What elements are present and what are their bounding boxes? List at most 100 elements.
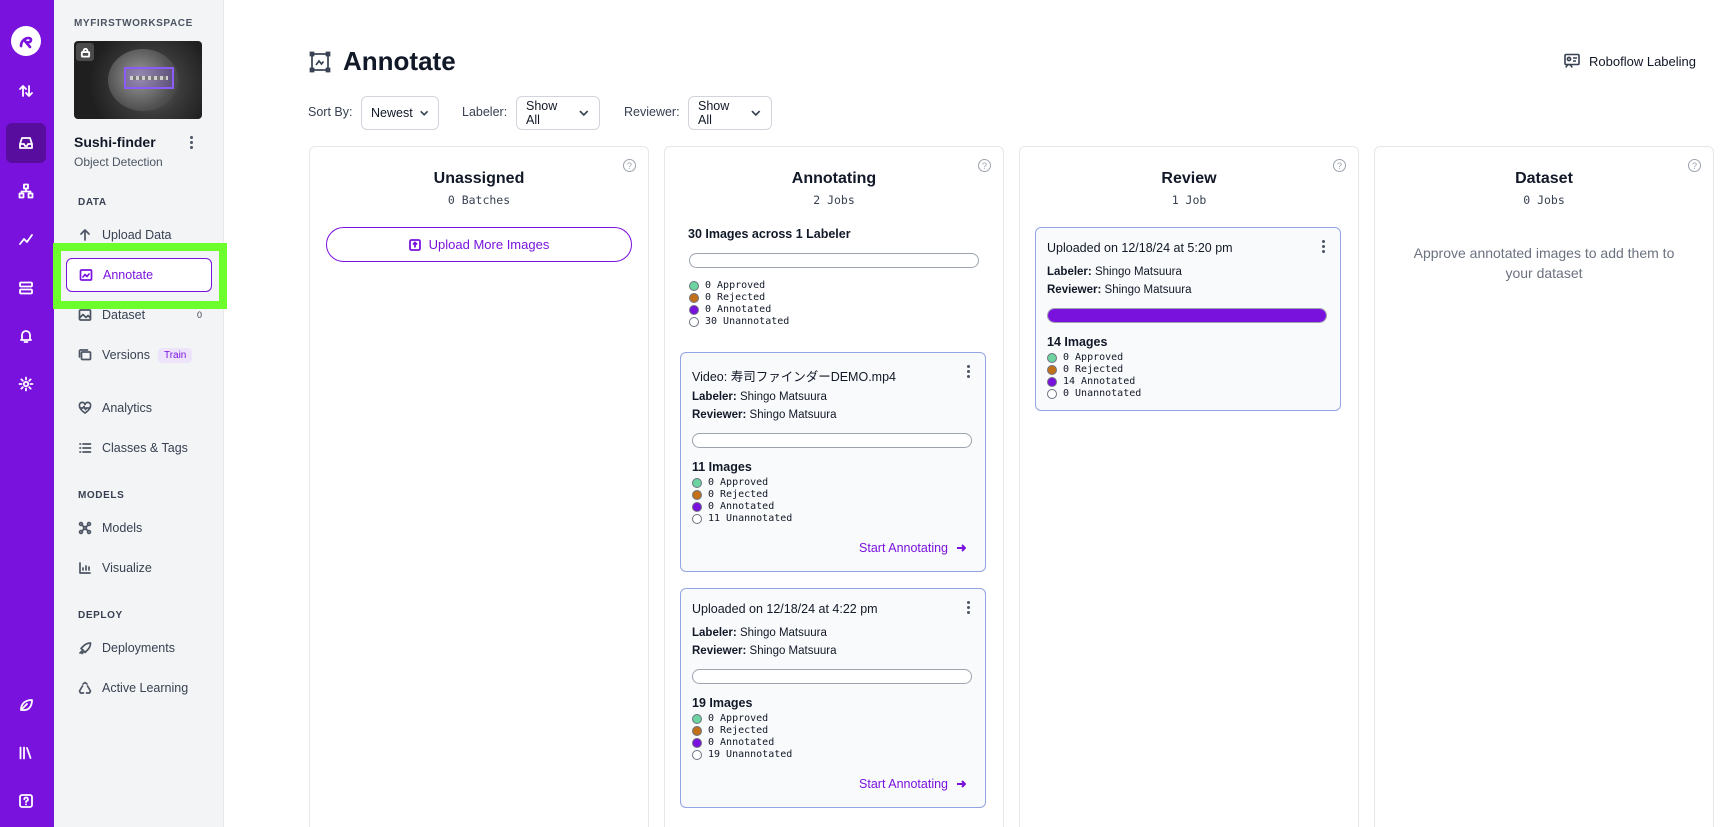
job-more-icon[interactable] — [961, 600, 975, 614]
annotating-summary-legend: 0 Approved 0 Rejected 0 Annotated 30 Una… — [689, 280, 789, 328]
job-image-count: 19 Images — [692, 696, 753, 710]
sidebar-item-label: Dataset — [102, 308, 146, 322]
legend-approved: 0 Approved — [1047, 352, 1141, 364]
recycle-icon — [78, 681, 92, 694]
sort-by-label: Sort By: — [308, 105, 353, 119]
annotate-title-icon — [309, 51, 331, 73]
transfer-icon[interactable] — [6, 71, 46, 111]
storage-icon[interactable] — [6, 268, 46, 308]
annotate-icon — [79, 269, 93, 281]
legend-approved: 0 Approved — [692, 713, 792, 725]
sidebar-item-classes-tags[interactable]: Classes & Tags — [66, 431, 212, 465]
job-more-icon[interactable] — [961, 364, 975, 378]
start-annotating-link[interactable]: Start Annotating — [859, 777, 966, 791]
sidebar-item-models[interactable]: Models — [66, 511, 212, 545]
roboflow-labeling-label: Roboflow Labeling — [1589, 53, 1696, 69]
sidebar-item-dataset[interactable]: Dataset 0 — [66, 298, 212, 332]
labeler-value: Show All — [526, 99, 558, 127]
sidebar-item-label: Versions — [102, 348, 150, 362]
dataset-count-badge: 0 — [196, 310, 202, 320]
reviewer-select[interactable]: Show All — [688, 96, 772, 130]
job-image-count: 11 Images — [692, 460, 752, 474]
legend-rejected: 0 Rejected — [692, 489, 792, 501]
upload-icon — [408, 238, 421, 251]
job-labeler: Labeler: Shingo Matsuura — [692, 391, 827, 403]
legend-approved: 0 Approved — [689, 280, 789, 292]
legend-rejected: 0 Rejected — [1047, 364, 1141, 376]
job-card[interactable]: Video: 寿司ファインダーDEMO.mp4 Labeler: Shingo … — [680, 352, 986, 572]
inbox-icon[interactable] — [6, 123, 46, 163]
job-card[interactable]: Uploaded on 12/18/24 at 4:22 pm Labeler:… — [680, 588, 986, 808]
help-icon[interactable]: ? — [1333, 159, 1346, 172]
job-progress-bar — [1047, 308, 1327, 323]
sidebar-item-analytics[interactable]: Analytics — [66, 391, 212, 425]
bell-icon[interactable] — [6, 316, 46, 356]
roboflow-labeling-link[interactable]: Roboflow Labeling — [1563, 52, 1696, 70]
analytics-icon[interactable] — [6, 219, 46, 259]
reviewer-value: Show All — [698, 99, 730, 127]
project-thumbnail[interactable] — [74, 41, 202, 119]
sidebar-item-label: Analytics — [102, 401, 153, 415]
legend-rejected: 0 Rejected — [689, 292, 789, 304]
annotating-summary-progress — [689, 253, 979, 268]
column-unassigned: ? Unassigned 0 Batches Upload More Image… — [309, 146, 649, 827]
models-icon — [78, 521, 92, 535]
project-type: Object Detection — [74, 155, 163, 169]
column-review: ? Review 1 Job Uploaded on 12/18/24 at 5… — [1019, 146, 1359, 827]
library-icon[interactable] — [6, 733, 46, 773]
sidebar-item-visualize[interactable]: Visualize — [66, 551, 212, 585]
section-models-heading: MODELS — [78, 490, 125, 501]
sidebar-item-annotate[interactable]: Annotate — [66, 258, 212, 292]
help-icon[interactable]: ? — [1688, 159, 1701, 172]
chevron-down-icon — [751, 110, 761, 117]
legend-unannotated: 0 Unannotated — [1047, 388, 1141, 400]
chevron-down-icon — [579, 110, 589, 117]
project-more-icon[interactable] — [184, 135, 198, 149]
gear-icon[interactable] — [6, 364, 46, 404]
chevron-down-icon — [419, 110, 428, 116]
column-subtitle: 1 Job — [1171, 193, 1207, 207]
sidebar-item-label: Deployments — [102, 641, 175, 655]
upload-arrow-icon — [80, 229, 90, 241]
sidebar-item-active-learning[interactable]: Active Learning — [66, 671, 212, 705]
legend-annotated: 0 Annotated — [692, 737, 792, 749]
column-title: Unassigned — [433, 170, 525, 187]
labeler-select[interactable]: Show All — [516, 96, 600, 130]
job-card[interactable]: Uploaded on 12/18/24 at 5:20 pm Labeler:… — [1035, 227, 1341, 411]
job-legend: 0 Approved 0 Rejected 0 Annotated 19 Una… — [692, 713, 792, 761]
labeling-service-icon — [1564, 53, 1580, 68]
help-icon[interactable] — [6, 781, 46, 821]
help-icon[interactable]: ? — [978, 159, 991, 172]
train-badge[interactable]: Train — [157, 347, 193, 363]
leaf-icon[interactable] — [6, 685, 46, 725]
job-legend: 0 Approved 0 Rejected 14 Annotated 0 Una… — [1047, 352, 1141, 400]
legend-annotated: 14 Annotated — [1047, 376, 1141, 388]
lock-icon — [76, 43, 94, 61]
reviewer-label: Reviewer: — [624, 105, 680, 119]
sidebar-item-deployments[interactable]: Deployments — [66, 631, 212, 665]
legend-annotated: 0 Annotated — [689, 304, 789, 316]
roboflow-logo-icon[interactable] — [11, 26, 41, 56]
upload-more-images-button[interactable]: Upload More Images — [326, 227, 632, 262]
arrow-right-icon — [957, 780, 966, 788]
job-title: Uploaded on 12/18/24 at 4:22 pm — [692, 602, 878, 616]
job-labeler: Labeler: Shingo Matsuura — [692, 627, 827, 639]
labeler-label: Labeler: — [462, 105, 508, 119]
column-title: Annotating — [791, 170, 877, 187]
job-more-icon[interactable] — [1316, 239, 1330, 253]
workspace-name[interactable]: MYFIRSTWORKSPACE — [74, 18, 193, 29]
start-annotating-label: Start Annotating — [859, 541, 948, 555]
job-legend: 0 Approved 0 Rejected 0 Annotated 11 Una… — [692, 477, 792, 525]
workflow-icon[interactable] — [6, 171, 46, 211]
start-annotating-link[interactable]: Start Annotating — [859, 541, 966, 555]
column-subtitle: 2 Jobs — [813, 193, 855, 207]
job-progress-bar — [692, 669, 972, 684]
help-icon[interactable]: ? — [623, 159, 636, 172]
sidebar-item-versions[interactable]: Versions Train — [66, 338, 212, 372]
sidebar-item-upload-data[interactable]: Upload Data — [66, 218, 212, 252]
section-deploy-heading: DEPLOY — [78, 610, 123, 621]
sort-by-select[interactable]: Newest — [361, 96, 439, 130]
job-title: Uploaded on 12/18/24 at 5:20 pm — [1047, 241, 1233, 255]
job-labeler: Labeler: Shingo Matsuura — [1047, 266, 1182, 278]
chart-icon — [79, 562, 91, 574]
